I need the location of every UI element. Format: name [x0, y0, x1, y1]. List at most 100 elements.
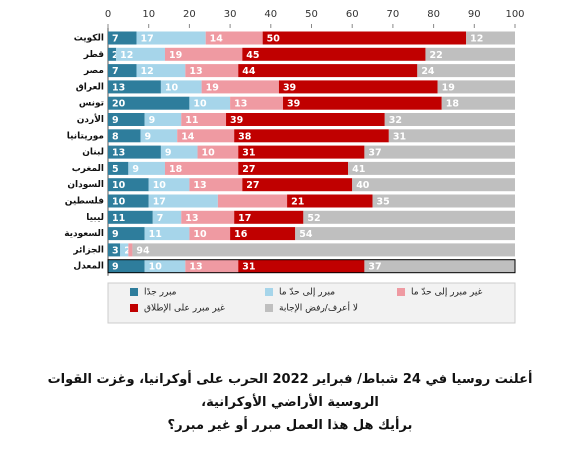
category-label: الجزائر [72, 245, 104, 255]
category-label: العراق [76, 82, 104, 92]
value-label: 37 [368, 148, 381, 159]
category-label: تونس [79, 99, 104, 109]
value-label: 12 [140, 66, 153, 77]
legend-label: غير مبرر على الإطلاق [144, 304, 225, 314]
bar-segment [189, 96, 231, 110]
value-label: 11 [112, 213, 125, 224]
value-label: 27 [242, 164, 255, 175]
category-label: فلسطين [65, 197, 104, 207]
bar-segment [181, 113, 227, 126]
value-label: 3 [112, 245, 119, 256]
question: أعلنت روسيا في 24 شباط/ فبراير 2022 الحر… [20, 368, 560, 437]
bar-segment [140, 129, 178, 143]
bar-segment [164, 161, 239, 175]
value-label: 9 [132, 164, 139, 175]
bar-segment [388, 129, 515, 143]
bar-segment [108, 31, 137, 45]
value-label: 22 [429, 50, 442, 61]
value-label: 17 [238, 213, 251, 224]
bar-segment [352, 178, 515, 192]
category-label: ليبيا [86, 213, 104, 223]
value-label: 32 [389, 115, 402, 126]
chart: 0 10 20 30 40 50 60 70 80 90 100 الكويت 7 17 14 50 12 قطر… [64, 9, 525, 324]
value-label: 19 [442, 82, 455, 93]
bar-segment [372, 194, 515, 208]
value-label: 5 [112, 164, 119, 175]
legend-swatch [265, 304, 273, 312]
value-label: 10 [112, 180, 126, 191]
bar-segment [108, 259, 145, 273]
bar-segment [234, 129, 389, 143]
value-label: 13 [112, 148, 125, 159]
x-tick-label: 0 [105, 9, 111, 20]
value-label: 10 [112, 197, 126, 208]
bar-segment [278, 80, 438, 94]
category-label: موريتانيا [67, 131, 104, 141]
value-label: 35 [377, 197, 390, 208]
bar-segment [108, 64, 137, 78]
value-label: 13 [189, 262, 202, 273]
value-label: 13 [193, 180, 206, 191]
bar-segment [238, 259, 365, 273]
value-label: 38 [238, 131, 252, 142]
bar-segment [144, 113, 182, 126]
value-label: 44 [242, 66, 256, 77]
value-label: 7 [112, 66, 119, 77]
bar-segment [148, 178, 190, 192]
bar-segment [441, 96, 515, 110]
x-tick-label: 80 [427, 9, 440, 20]
bar-segment [238, 161, 349, 175]
value-label: 9 [112, 115, 119, 126]
bar-segment [152, 210, 182, 224]
value-label: 31 [393, 131, 406, 142]
x-tick-label: 20 [183, 9, 196, 20]
bar-segment [164, 47, 243, 61]
bar-segment [185, 259, 239, 273]
bar-segment [144, 259, 186, 273]
bar-segment [108, 243, 121, 257]
value-label: 14 [210, 34, 224, 45]
legend-label: غير مبرر إلى حدّ ما [411, 287, 483, 297]
bar-segment [132, 243, 516, 257]
bar-segment [108, 210, 153, 224]
value-label: 14 [181, 131, 195, 142]
value-label: 13 [185, 213, 198, 224]
bar-segment [160, 145, 198, 159]
value-label: 10 [193, 229, 207, 240]
legend-label: مبرر إلى حدّ ما [279, 287, 335, 297]
value-label: 9 [112, 229, 119, 240]
bar-segment [120, 243, 129, 257]
value-label: 13 [189, 66, 202, 77]
bar-segment [226, 113, 385, 126]
value-label: 21 [291, 197, 304, 208]
x-tick-label: 40 [264, 9, 277, 20]
bar-segment [108, 178, 149, 192]
x-tick-label: 60 [346, 9, 359, 20]
value-label: 24 [421, 66, 435, 77]
bar-segment [234, 210, 304, 224]
bar-segment [108, 47, 117, 61]
bar-segment [108, 145, 161, 159]
bar-segment [108, 194, 149, 208]
bar-segment [108, 113, 145, 126]
bar-segment [230, 227, 296, 241]
value-label: 2 [112, 50, 119, 61]
value-label: 39 [287, 99, 300, 110]
bar-segment [177, 129, 235, 143]
value-label: 8 [112, 131, 119, 142]
category-label: المغرب [72, 164, 104, 174]
value-label: 10 [165, 82, 179, 93]
value-label: 17 [140, 34, 153, 45]
value-label: 17 [153, 197, 166, 208]
value-label: 13 [112, 82, 125, 93]
legend-swatch [130, 288, 138, 296]
value-label: 37 [368, 262, 381, 273]
x-tick-label: 10 [142, 9, 155, 20]
value-label: 9 [165, 148, 172, 159]
value-label: 11 [149, 229, 162, 240]
legend-swatch [130, 304, 138, 312]
bar-segment [238, 64, 418, 78]
value-label: 39 [230, 115, 243, 126]
value-label: 41 [352, 164, 365, 175]
